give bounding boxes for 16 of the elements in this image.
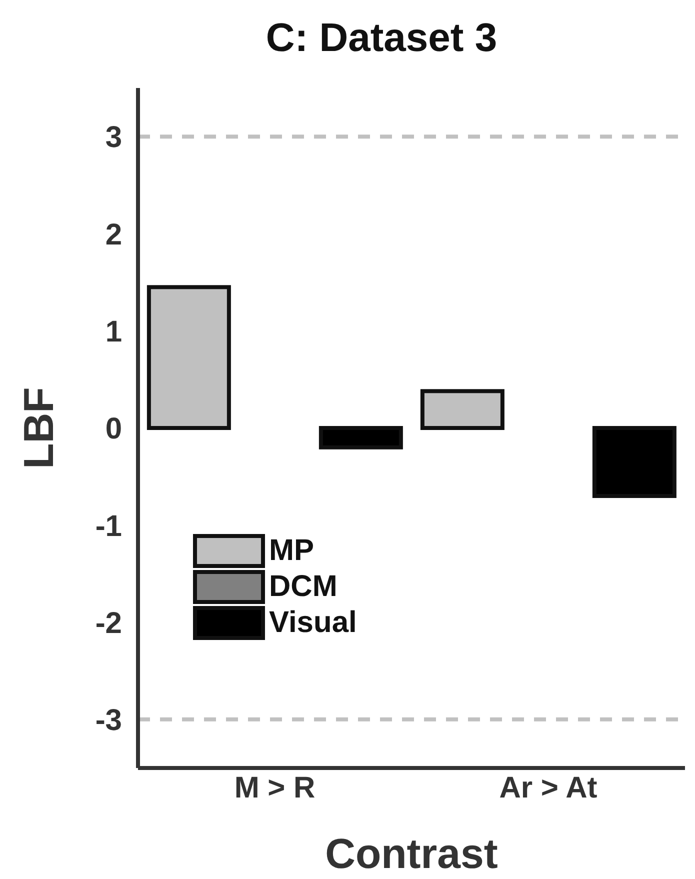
y-tick-label: 1 <box>105 316 122 349</box>
x-axis-title: Contrast <box>325 830 498 877</box>
y-tick-label: -2 <box>95 606 122 640</box>
y-tick-label: 0 <box>105 412 122 446</box>
legend-label: MP <box>269 534 314 568</box>
legend: MP DCM Visual <box>193 533 357 641</box>
chart-title: C: Dataset 3 <box>264 15 498 62</box>
y-tick-label: -3 <box>95 704 122 738</box>
y-tick-label: 2 <box>105 218 122 252</box>
legend-label: Visual <box>269 606 357 640</box>
y-axis-title: LBF <box>14 387 62 469</box>
y-tick-label: 3 <box>105 121 122 154</box>
x-tick-label: Ar > At <box>499 771 598 804</box>
legend-label: DCM <box>269 570 338 604</box>
y-tick-label: -1 <box>95 510 122 543</box>
x-tick-label: M > R <box>234 771 316 804</box>
